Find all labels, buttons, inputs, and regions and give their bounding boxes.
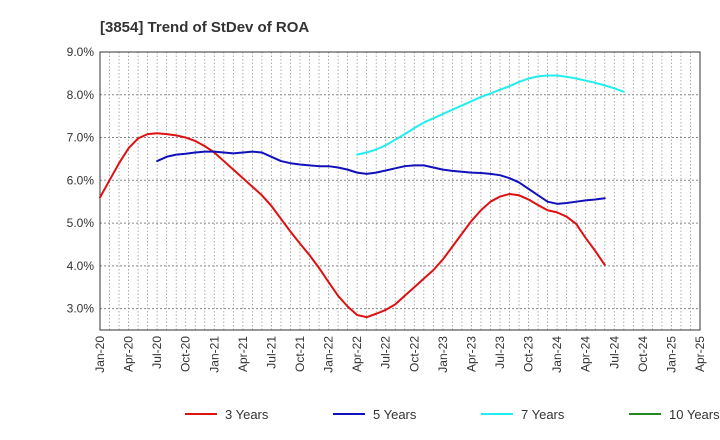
- x-tick-label: Jul-24: [607, 336, 621, 369]
- y-tick-label: 9.0%: [67, 45, 95, 59]
- y-axis: 3.0% 4.0% 5.0% 6.0% 7.0% 8.0% 9.0%: [67, 45, 95, 316]
- y-tick-label: 5.0%: [67, 216, 95, 230]
- x-tick-label: Apr-24: [579, 336, 593, 372]
- x-tick-label: Oct-22: [407, 336, 421, 372]
- plot-area: [99, 51, 701, 331]
- series-line-1: [99, 132, 606, 319]
- x-tick-label: Apr-20: [122, 336, 136, 372]
- y-tick-label: 3.0%: [67, 302, 95, 316]
- x-axis: Jan-20 Apr-20 Jul-20 Oct-20 Jan-21 Apr-21 Jul-…: [93, 336, 707, 373]
- x-tick-label: Jul-20: [150, 336, 164, 369]
- x-tick-label: Jul-22: [379, 336, 393, 369]
- x-tick-label: Jan-24: [550, 336, 564, 373]
- x-tick-label: Apr-21: [236, 336, 250, 372]
- grid: [100, 51, 700, 330]
- series-group: [99, 74, 625, 319]
- x-tick-label: Oct-20: [179, 336, 193, 372]
- x-tick-label: Oct-24: [636, 336, 650, 372]
- y-tick-label: 7.0%: [67, 131, 95, 145]
- x-tick-label: Apr-25: [693, 336, 707, 372]
- x-tick-label: Oct-23: [522, 336, 536, 372]
- x-tick-label: Jan-20: [93, 336, 107, 373]
- series-line-2: [156, 150, 606, 205]
- legend: 3 Years 5 Years 7 Years 10 Years: [185, 407, 720, 422]
- x-tick-label: Jan-22: [322, 336, 336, 373]
- y-tick-label: 4.0%: [67, 259, 95, 273]
- legend-label: 7 Years: [521, 407, 565, 422]
- x-tick-label: Apr-23: [464, 336, 478, 372]
- legend-label: 3 Years: [225, 407, 269, 422]
- x-tick-label: Apr-22: [350, 336, 364, 372]
- y-tick-label: 8.0%: [67, 88, 95, 102]
- chart-title: [3854] Trend of StDev of ROA: [100, 19, 309, 36]
- legend-label: 10 Years: [669, 407, 720, 422]
- x-tick-label: Jan-21: [207, 336, 221, 373]
- x-tick-label: Jan-25: [664, 336, 678, 373]
- legend-label: 5 Years: [373, 407, 417, 422]
- series-line-3: [356, 74, 625, 156]
- y-tick-label: 6.0%: [67, 173, 95, 187]
- x-tick-label: Oct-21: [293, 336, 307, 372]
- x-tick-label: Jul-23: [493, 336, 507, 369]
- x-tick-label: Jan-23: [436, 336, 450, 373]
- x-tick-label: Jul-21: [264, 336, 278, 369]
